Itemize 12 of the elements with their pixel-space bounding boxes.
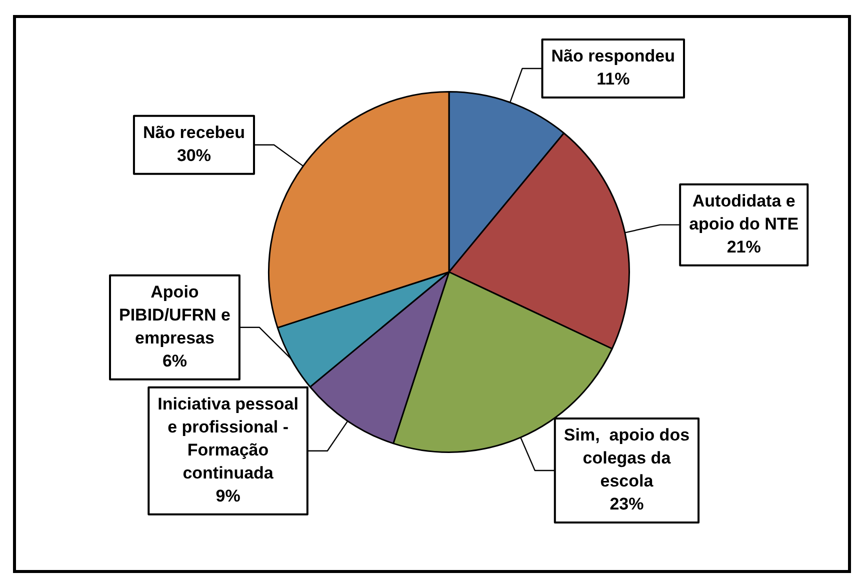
data-label: 11% bbox=[596, 70, 630, 89]
slice-label: Autodidata e apoio do NTE bbox=[689, 192, 799, 234]
data-label: 21% bbox=[726, 238, 761, 257]
slice-label: Apoio PIBID/UFRN e empresas bbox=[118, 282, 230, 348]
slice-label: Não recebeu bbox=[142, 123, 246, 142]
data-label: 23% bbox=[610, 494, 644, 514]
slice-label: Sim, apoio dos colegas da escola bbox=[564, 426, 690, 491]
data-label: 6% bbox=[162, 352, 188, 371]
slice-label: Iniciativa pessoal e profissional - Formação continuada bbox=[158, 394, 298, 483]
slice-label: Não respondeu bbox=[551, 46, 676, 66]
data-label: 9% bbox=[216, 486, 240, 506]
data-label: 30% bbox=[176, 146, 212, 166]
